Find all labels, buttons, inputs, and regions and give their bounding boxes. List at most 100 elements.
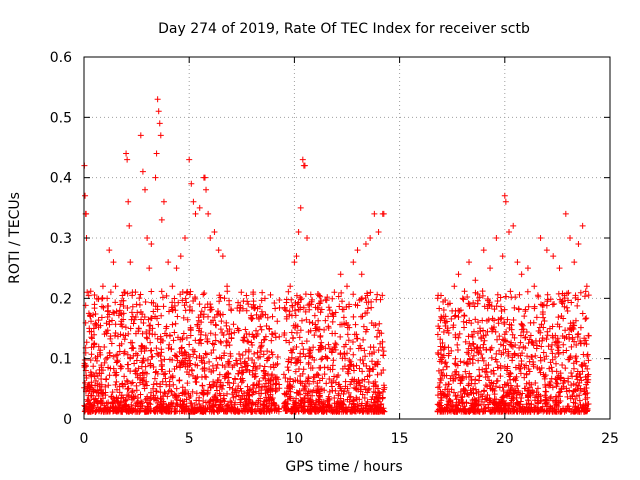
data-point xyxy=(210,382,217,389)
data-point xyxy=(243,307,250,314)
data-point xyxy=(251,360,258,367)
data-point xyxy=(215,310,222,317)
data-point xyxy=(561,295,568,302)
data-point xyxy=(153,368,160,375)
data-point xyxy=(454,392,461,399)
data-point xyxy=(358,296,365,303)
data-point xyxy=(541,356,548,363)
data-point xyxy=(229,385,236,392)
data-point xyxy=(501,363,508,370)
data-point xyxy=(214,387,221,394)
data-point xyxy=(102,389,109,396)
data-point xyxy=(120,332,127,339)
data-point xyxy=(473,397,480,404)
data-point xyxy=(553,379,560,386)
data-point xyxy=(134,309,141,316)
data-point xyxy=(176,408,183,415)
data-point xyxy=(465,350,472,357)
data-point xyxy=(211,341,218,348)
data-point xyxy=(568,369,575,376)
data-point xyxy=(301,162,308,169)
data-point xyxy=(240,305,247,312)
data-point xyxy=(518,394,525,401)
data-point xyxy=(560,383,567,390)
data-point xyxy=(455,314,462,321)
data-point xyxy=(285,288,292,295)
data-point xyxy=(272,305,279,312)
data-point xyxy=(543,394,550,401)
data-point xyxy=(264,314,271,321)
data-point xyxy=(289,335,296,342)
data-point xyxy=(301,407,308,414)
data-point xyxy=(94,404,101,411)
data-point xyxy=(99,395,106,402)
data-point xyxy=(209,340,216,347)
data-point xyxy=(491,396,498,403)
data-point xyxy=(127,325,134,332)
data-point xyxy=(563,290,570,297)
data-point xyxy=(114,398,121,405)
data-point xyxy=(515,306,522,313)
data-point xyxy=(171,405,178,412)
data-point xyxy=(98,408,105,415)
data-point xyxy=(436,325,443,332)
data-point xyxy=(223,342,230,349)
data-point xyxy=(174,401,181,408)
data-point xyxy=(285,367,292,374)
data-point xyxy=(365,378,372,385)
data-point xyxy=(581,388,588,395)
data-point xyxy=(158,357,165,364)
data-point xyxy=(83,339,90,346)
data-point xyxy=(264,355,271,362)
data-point xyxy=(511,304,518,311)
data-point xyxy=(260,368,267,375)
data-point xyxy=(276,296,283,303)
data-point xyxy=(375,327,382,334)
x-tick-label: 5 xyxy=(185,431,194,447)
data-point xyxy=(379,408,386,415)
data-point xyxy=(319,404,326,411)
data-point xyxy=(307,349,314,356)
data-point xyxy=(515,401,522,408)
data-point xyxy=(214,361,221,368)
data-point xyxy=(299,317,306,324)
data-point xyxy=(440,298,447,305)
data-point xyxy=(107,289,114,296)
data-point xyxy=(154,350,161,357)
data-point xyxy=(307,365,314,372)
data-point xyxy=(95,343,102,350)
data-point xyxy=(564,393,571,400)
data-point xyxy=(444,325,451,332)
data-point xyxy=(91,291,98,298)
data-point xyxy=(254,349,261,356)
data-point xyxy=(129,313,136,320)
data-point xyxy=(583,315,590,322)
data-point xyxy=(175,299,182,306)
data-point xyxy=(349,338,356,345)
data-point xyxy=(346,324,353,331)
data-point xyxy=(329,310,336,317)
data-point xyxy=(258,308,265,315)
data-point xyxy=(293,292,300,299)
data-point xyxy=(458,376,465,383)
data-point xyxy=(537,235,544,241)
data-point xyxy=(151,375,158,382)
data-point xyxy=(365,387,372,394)
data-point xyxy=(251,305,258,312)
data-point xyxy=(294,329,301,336)
data-point xyxy=(118,395,125,402)
data-point xyxy=(461,288,468,295)
data-point xyxy=(142,363,149,370)
data-point xyxy=(171,302,178,309)
data-point xyxy=(311,312,318,319)
data-point xyxy=(529,353,536,360)
data-point xyxy=(372,401,379,408)
data-point xyxy=(314,291,321,298)
data-point xyxy=(534,385,541,392)
data-point xyxy=(166,378,173,385)
data-point xyxy=(362,310,369,317)
data-point xyxy=(321,364,328,371)
data-point xyxy=(314,371,321,378)
data-point xyxy=(573,341,580,348)
data-point xyxy=(82,379,89,386)
